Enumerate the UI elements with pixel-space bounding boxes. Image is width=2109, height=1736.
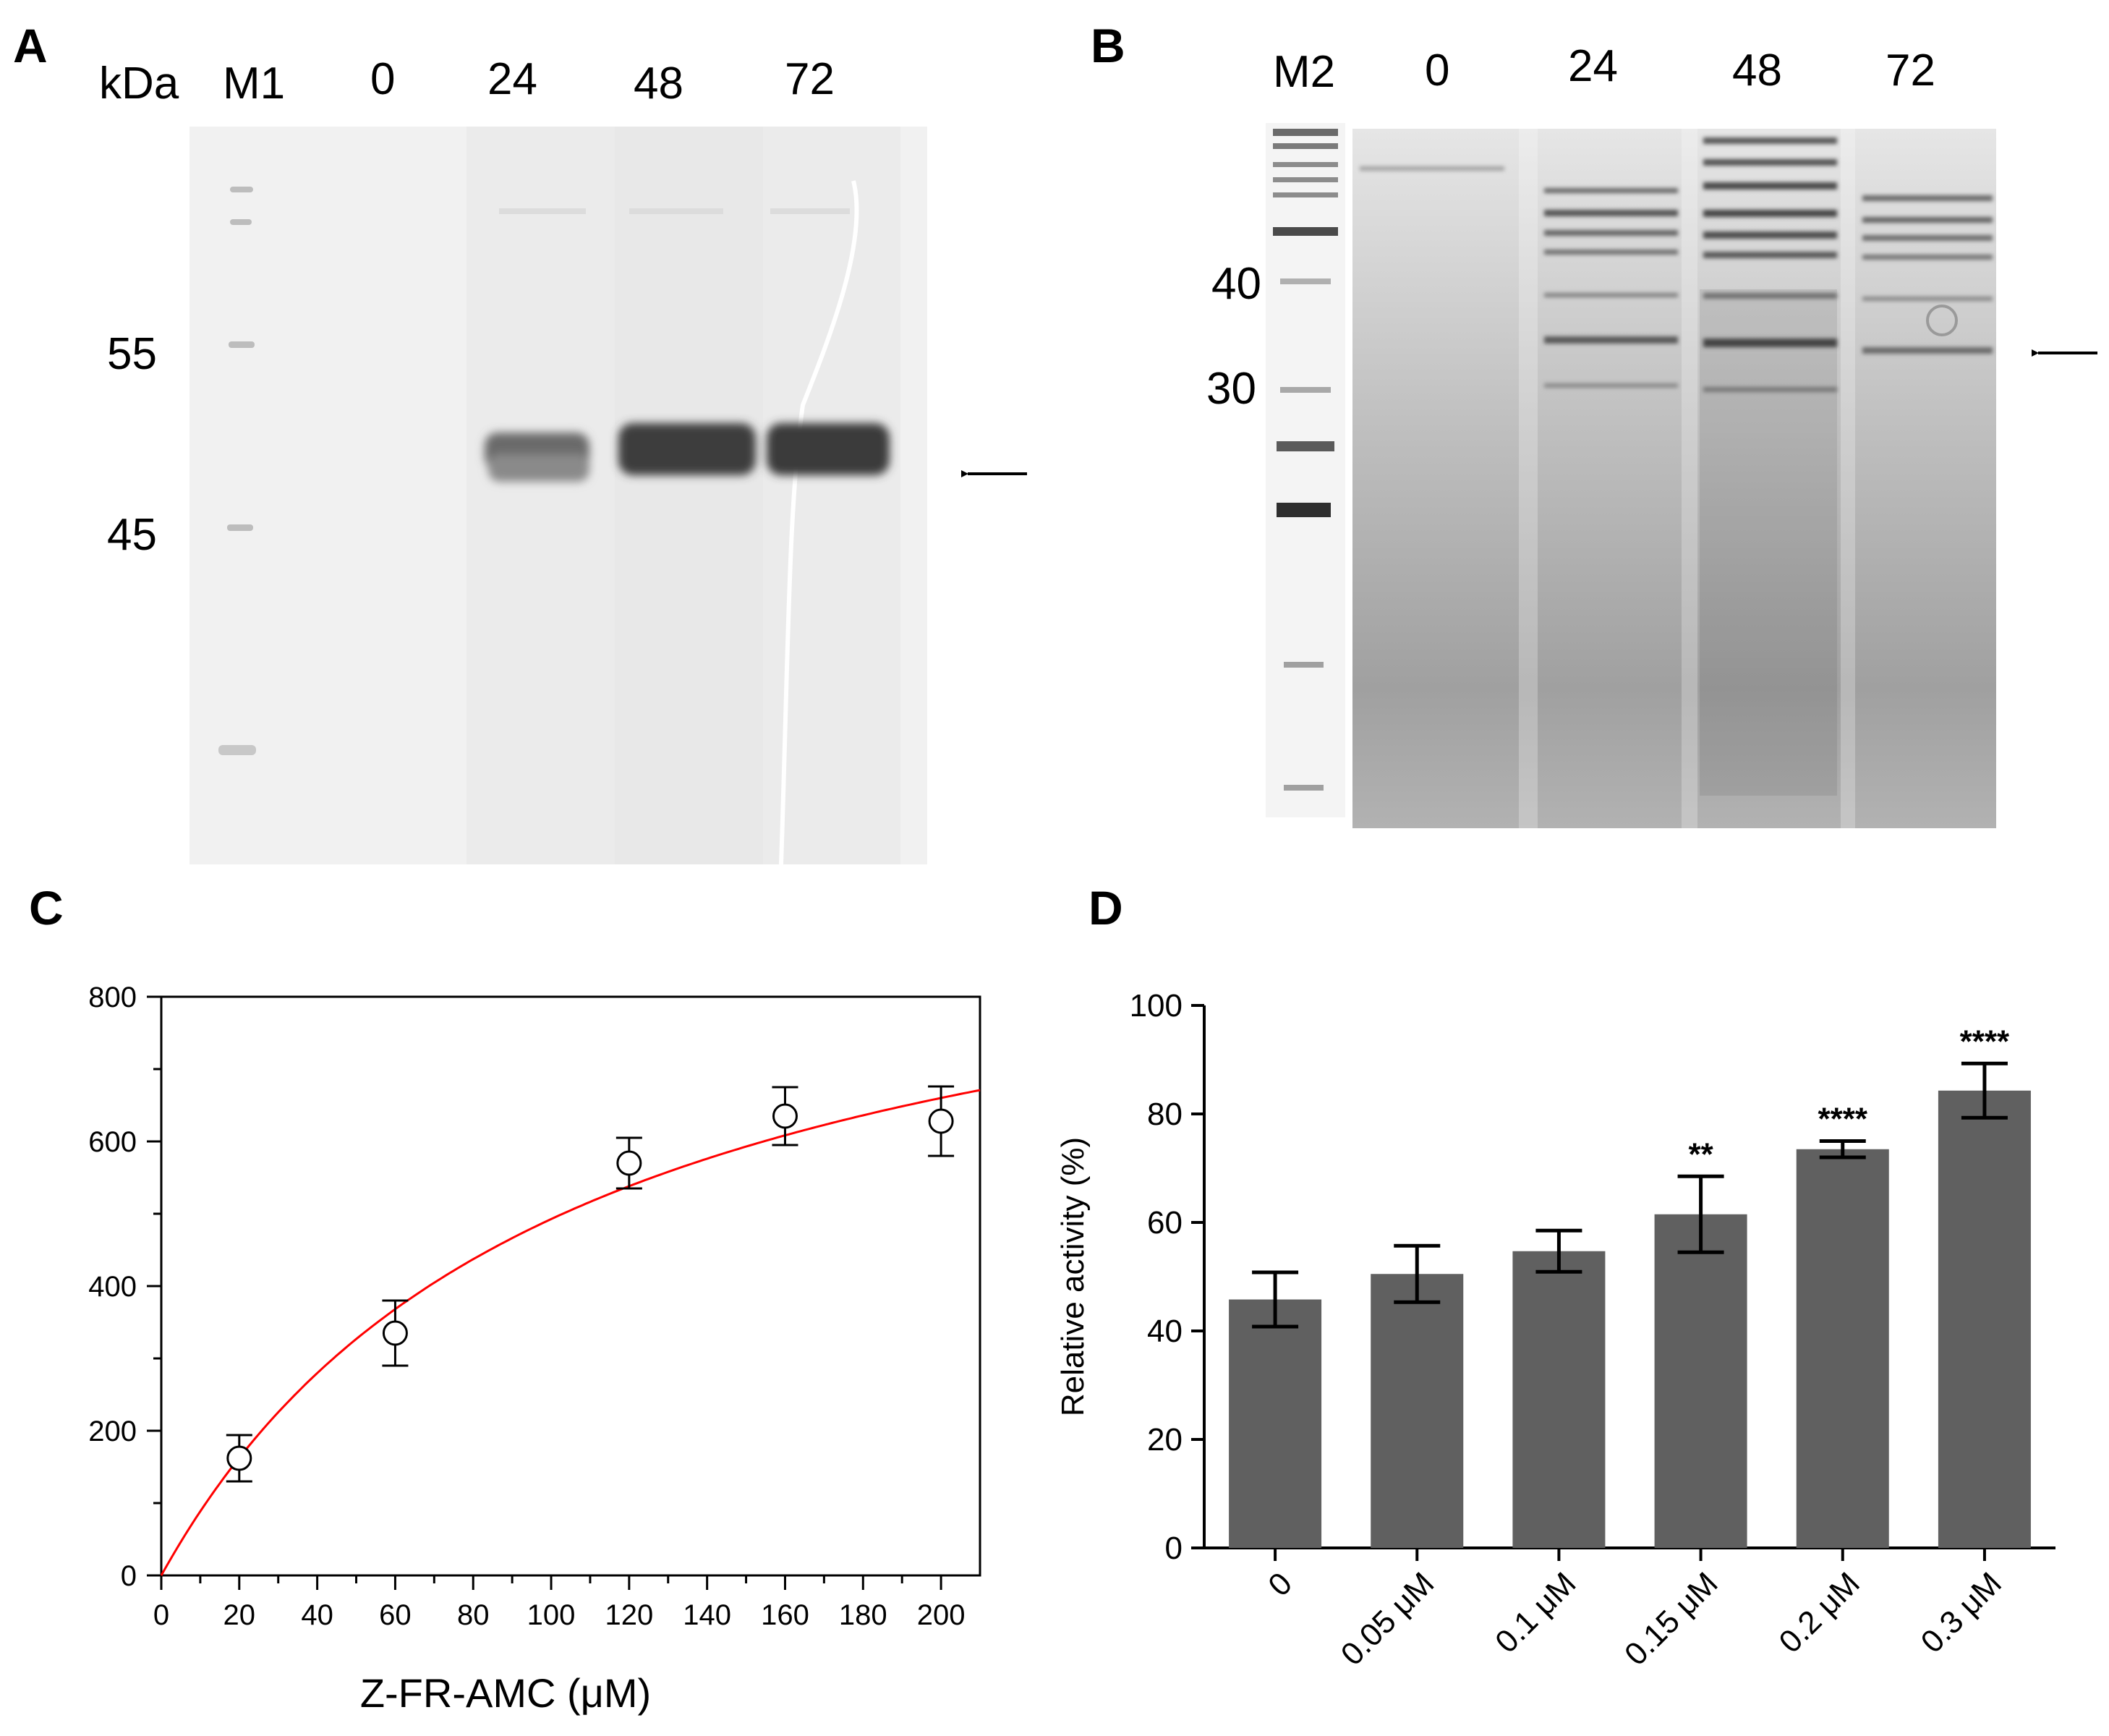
gel-b-lane-shade [1519, 129, 1538, 828]
gel-b-lane-label: M2 [1273, 47, 1335, 97]
gel-b-lane-label: 48 [1732, 46, 1782, 95]
x-tick-label: 20 [223, 1599, 256, 1631]
y-tick-label: 0 [1165, 1531, 1183, 1566]
bar [1229, 1299, 1322, 1548]
x-tick-label: 140 [683, 1599, 731, 1631]
y-tick-label: 40 [1147, 1314, 1183, 1349]
panel-c-letter: C [29, 881, 64, 935]
fit-curve [160, 1089, 981, 1576]
panel-d: D 0 20 40 60 80 100 0 0.05 μM 0.1 μM ** 0.15 μM ***… [1055, 881, 2055, 1672]
significance-label: **** [1960, 1024, 2010, 1059]
x-tick-label: 0.15 μM [1618, 1565, 1725, 1672]
gel-b-lane-shade [1841, 129, 1855, 828]
gel-b-lane-shade [1682, 129, 1697, 828]
gel-a-unit-label: kDa [99, 59, 179, 109]
y-tick-label: 80 [1147, 1097, 1183, 1132]
gel-a-lane-shade [466, 127, 618, 864]
bar [1371, 1274, 1464, 1548]
y-tick-label: 600 [88, 1126, 137, 1158]
gel-b-ladder-lane [1266, 123, 1345, 817]
x-tick-label: 0 [1261, 1565, 1299, 1603]
gel-a-ladder [218, 187, 256, 755]
gel-a-faint-bands [499, 208, 850, 214]
significance-label: ** [1688, 1136, 1713, 1172]
gel-b-lane-label: 24 [1568, 41, 1618, 91]
y-tick-label: 100 [1130, 988, 1183, 1024]
y-axis-title: Relative activity (%) [1055, 1137, 1091, 1416]
y-tick-label: 200 [88, 1416, 137, 1447]
x-tick-label: 0.05 μM [1334, 1565, 1441, 1672]
x-tick-label: 200 [917, 1599, 966, 1631]
plot-frame [160, 995, 981, 1577]
x-tick-label: 120 [605, 1599, 653, 1631]
gel-a-lane-label: 24 [487, 54, 537, 104]
gel-a-marker-label: 45 [107, 510, 157, 560]
x-tick-label: 0 [153, 1599, 169, 1631]
panel-d-letter: D [1088, 881, 1123, 935]
gel-b-bands [1360, 137, 1993, 392]
x-tick-label: 40 [301, 1599, 333, 1631]
chart-c: 0 20 40 60 80 100 120 140 160 180 200 0 200 400 600 800… [88, 982, 981, 1716]
x-tick-label: 0.1 μM [1488, 1565, 1582, 1659]
bar [1654, 1214, 1747, 1548]
data-point [226, 1445, 252, 1471]
panel-b: B [1091, 19, 2097, 828]
gel-a-lane-label: 48 [634, 59, 683, 109]
gel-b-lane-label: 72 [1886, 46, 1935, 95]
gel-b-image [1352, 129, 1996, 828]
gel-b-bubble [1926, 305, 1958, 336]
gel-b-lane-shade [1700, 289, 1837, 796]
data-point [616, 1150, 642, 1176]
x-tick-label: 80 [457, 1599, 490, 1631]
data-point [928, 1108, 954, 1134]
panel-a: A kDa M1 0 24 [13, 19, 1027, 865]
gel-a-bands [485, 423, 890, 482]
y-tick-label: 20 [1147, 1422, 1183, 1458]
data-point [772, 1103, 798, 1129]
gel-b-marker-label: 40 [1211, 259, 1261, 309]
x-tick-label: 0.2 μM [1772, 1565, 1866, 1659]
x-tick-label: 0.3 μM [1914, 1565, 2008, 1659]
y-tick-label: 400 [88, 1271, 137, 1303]
x-tick-label: 160 [761, 1599, 809, 1631]
bar [1796, 1149, 1889, 1548]
x-tick-label: 100 [527, 1599, 576, 1631]
x-tick-label: 60 [379, 1599, 412, 1631]
significance-label: **** [1818, 1102, 1868, 1137]
gel-a-lane-shade [615, 127, 767, 864]
y-tick-label: 60 [1147, 1205, 1183, 1241]
bar [1938, 1090, 2031, 1548]
gel-b-lane-label: 0 [1425, 46, 1449, 95]
data-point [382, 1320, 408, 1346]
bar [1512, 1251, 1606, 1548]
gel-b-marker-label: 30 [1206, 364, 1256, 414]
x-axis-title: Z-FR-AMC (μM) [360, 1670, 651, 1716]
panel-c: C 0 20 40 60 80 100 120 140 160 180 200 0 200 400 600 8… [29, 881, 981, 1716]
gel-a-marker-label: 55 [107, 329, 157, 379]
gel-a-lane-label: 72 [785, 54, 835, 104]
y-tick-label: 800 [88, 982, 137, 1013]
gel-a-lane-label: 0 [370, 54, 395, 104]
gel-a-lane-label: M1 [223, 59, 285, 109]
chart-d: 0 20 40 60 80 100 0 0.05 μM 0.1 μM ** 0.15 μM **** 0… [1055, 988, 2055, 1672]
y-tick-label: 0 [121, 1560, 137, 1592]
panel-a-letter: A [13, 19, 48, 72]
panel-b-letter: B [1091, 19, 1125, 72]
gel-b-ladder [1273, 129, 1338, 791]
x-tick-label: 180 [839, 1599, 887, 1631]
